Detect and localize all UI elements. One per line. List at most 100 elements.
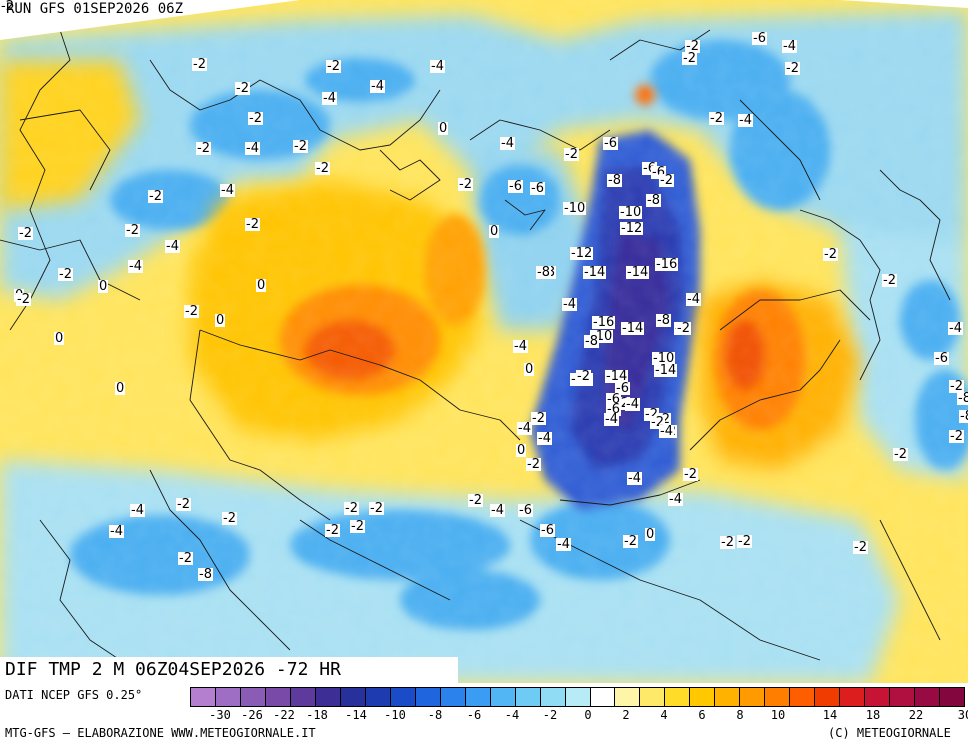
value-label: -8 [198,567,213,582]
value-label: -2 [58,267,73,282]
legend-tick-label: -6 [466,708,482,722]
legend-swatch [265,688,291,706]
legend-swatch [640,688,666,706]
value-label: -2 [949,429,964,444]
credit-label: MTG-GFS — ELABORAZIONE WWW.METEOGIORNALE… [5,726,316,740]
legend-swatch [565,688,591,706]
value-label: -12 [570,246,594,261]
value-label: -8 [957,392,968,405]
legend-swatch [840,688,866,706]
value-label: -2 [685,39,700,54]
legend-swatch [440,688,466,706]
legend-swatch [490,688,516,706]
legend-tick-label: 18 [865,708,881,722]
value-label: -2 [683,467,698,482]
value-label: -2 [176,497,191,512]
value-label: -8 [959,410,968,423]
value-label: -4 [686,292,701,307]
legend-swatch [740,688,766,706]
value-label: 0 [54,331,65,346]
value-label: -4 [109,524,124,539]
value-label: -4 [948,321,963,336]
value-label: -2 [196,141,211,156]
color-scale-ticks: -30 -26 -22 -18 -14 -10 -8 -6 -4 -2 0 2 4 6 8 10 14 18 22 3… [190,707,968,723]
legend-tick-label: 4 [660,708,668,722]
legend-swatch [590,688,616,706]
value-label: -2 [184,304,199,319]
value-label: 0 [256,278,267,293]
legend-swatch [865,688,891,706]
value-label: -4 [738,113,753,128]
value-label: -6 [934,351,949,366]
value-label: -2 [458,177,473,192]
value-label: -4 [659,424,674,439]
legend-tick-label: -22 [273,708,295,722]
value-label: -4 [490,503,505,518]
value-label: 0 [489,224,500,239]
legend-swatch [340,688,366,706]
legend-tick-label: -18 [306,708,328,722]
legend-swatch [890,688,916,706]
value-label: -2 [369,501,384,516]
value-label: -2 [720,535,735,550]
value-label: -4 [556,537,571,552]
value-label: -8 [536,265,551,280]
value-label: -8 [584,334,599,349]
value-label: -2 [823,247,838,262]
value-label: -14 [605,369,629,384]
value-label: 0 [115,381,126,396]
temperature-anomaly-map: -2 -6 -4 -2 -2 -2 -2 -4 -2 -4 -4 -2 -4 -2 0 -2 -4 -2 -6 -4-… [0,0,968,683]
value-label: -4 [537,431,552,446]
value-label: -14 [583,265,607,280]
legend-tick-label: 30 [957,708,968,722]
value-label: -12 [620,221,644,236]
value-label: -4 [513,339,528,354]
value-label: -2 [785,61,800,76]
legend-swatch [715,688,741,706]
legend-tick-label: -4 [504,708,520,722]
value-label: 0 [516,443,527,458]
value-label: -2 [344,501,359,516]
value-label: -2 [526,457,541,472]
legend-tick-label: 10 [770,708,786,722]
legend-tick-label: 2 [622,708,630,722]
legend-swatch [515,688,541,706]
value-label: -16 [592,315,616,330]
value-label: -16 [655,257,679,272]
value-label: 0 [524,362,535,377]
value-label: -2 [709,111,724,126]
value-label: -4 [604,412,619,427]
legend-swatch [315,688,341,706]
legend-tick-label: -14 [345,708,367,722]
value-label: -2 [949,379,964,394]
value-label: -8 [656,313,671,328]
value-label: -2 [326,59,341,74]
value-label: 0 [438,121,449,136]
map-field-svg [0,0,968,683]
value-label: -2 [245,217,260,232]
legend-tick-label: 22 [908,708,924,722]
value-label: -2 [222,511,237,526]
value-label: -2 [235,81,250,96]
legend-swatch [365,688,391,706]
data-source-label: DATI NCEP GFS 0.25° [5,688,143,702]
value-label: -2 [659,173,674,188]
value-label: -2 [315,161,330,176]
value-label: -2 [676,321,691,336]
value-label: -2 [350,519,365,534]
value-label: -14 [654,363,678,378]
legend-swatch [615,688,641,706]
value-label: 0 [98,279,109,294]
copyright-label: (C) METEOGIORNALE [828,726,951,740]
value-label: -10 [563,201,587,216]
value-label: -6 [752,31,767,46]
value-label: -2 [893,447,908,462]
value-label: -6 [603,136,618,151]
legend-tick-label: -30 [209,708,231,722]
value-label: -4 [668,492,683,507]
legend-swatch [915,688,941,706]
value-label: 0 [215,313,226,328]
value-label: -2 [682,51,697,66]
value-label: -4 [128,259,143,274]
